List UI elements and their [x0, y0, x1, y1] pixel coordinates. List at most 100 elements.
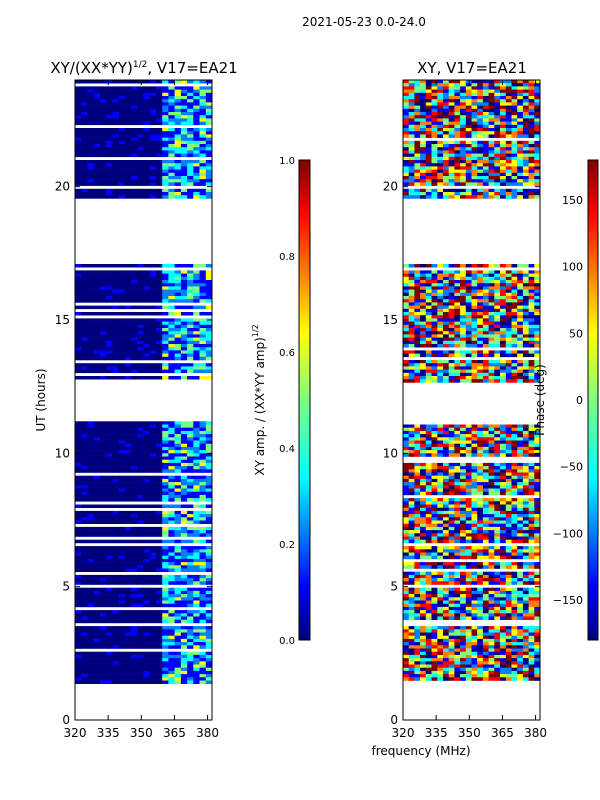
- heatmap-cell: [477, 654, 484, 659]
- heatmap-cell: [118, 169, 126, 174]
- heatmap-cell: [443, 446, 450, 451]
- heatmap-cell: [522, 289, 529, 294]
- heatmap-cell: [174, 491, 182, 496]
- heatmap-cell: [174, 312, 182, 316]
- heatmap-cell: [99, 105, 107, 110]
- heatmap-cell: [460, 517, 467, 521]
- heatmap-cell: [168, 603, 175, 608]
- heatmap-cell: [460, 283, 467, 287]
- heatmap-cell: [137, 514, 144, 518]
- heatmap-cell: [488, 613, 495, 617]
- heatmap-cell: [431, 462, 438, 467]
- heatmap-cell: [500, 597, 507, 601]
- heatmap-cell: [99, 450, 107, 454]
- heatmap-cell: [112, 328, 119, 332]
- heatmap-cell: [187, 440, 194, 444]
- heatmap-cell: [87, 677, 95, 681]
- heatmap-cell: [420, 453, 427, 457]
- heatmap-cell: [124, 264, 132, 268]
- heatmap-cell: [162, 427, 169, 432]
- heatmap-cell: [500, 472, 507, 476]
- heatmap-cell: [143, 613, 151, 617]
- heatmap-cell: [99, 270, 107, 274]
- heatmap-cell: [199, 140, 207, 145]
- heatmap-cell: [187, 546, 194, 550]
- heatmap-cell: [199, 632, 207, 636]
- heatmap-cell: [471, 530, 478, 534]
- heatmap-cell: [131, 86, 138, 90]
- heatmap-cell: [199, 510, 207, 515]
- heatmap-cell: [511, 270, 518, 274]
- heatmap-cell: [87, 453, 95, 457]
- heatmap-cell: [414, 280, 421, 284]
- heatmap-cell: [124, 530, 132, 534]
- heatmap-cell: [187, 504, 194, 508]
- heatmap-cell: [174, 635, 182, 640]
- heatmap-cell: [443, 667, 450, 672]
- heatmap-cell: [162, 482, 169, 486]
- heatmap-cell: [75, 366, 82, 370]
- heatmap-cell: [477, 526, 484, 531]
- heatmap-cell: [112, 574, 119, 579]
- heatmap-cell: [162, 160, 169, 164]
- heatmap-cell: [143, 296, 151, 300]
- heatmap-cell: [193, 195, 200, 199]
- heatmap-cell: [460, 523, 467, 528]
- heatmap-cell: [193, 176, 200, 180]
- heatmap-cell: [149, 121, 157, 126]
- heatmap-cell: [131, 546, 138, 550]
- heatmap-cell: [528, 286, 535, 290]
- heatmap-cell: [81, 549, 88, 553]
- heatmap-cell: [454, 546, 461, 550]
- heatmap-cell: [99, 610, 107, 614]
- heatmap-cell: [199, 568, 207, 572]
- heatmap-cell: [137, 321, 144, 326]
- heatmap-cell: [205, 635, 212, 640]
- heatmap-cell: [437, 533, 444, 537]
- heatmap-cell: [460, 292, 467, 297]
- left-colorbar-ticks: 0.00.20.40.60.81.0: [279, 156, 295, 647]
- heatmap-cell: [81, 318, 88, 322]
- heatmap-cell: [112, 590, 119, 595]
- heatmap-cell: [448, 453, 455, 457]
- heatmap-cell: [465, 488, 472, 492]
- heatmap-cell: [149, 192, 157, 196]
- heatmap-cell: [174, 147, 182, 151]
- heatmap-cell: [477, 539, 484, 544]
- heatmap-cell: [408, 610, 415, 614]
- heatmap-cell: [143, 517, 151, 521]
- heatmap-cell: [431, 667, 438, 672]
- heatmap-cell: [106, 667, 113, 672]
- heatmap-cell: [112, 273, 119, 278]
- heatmap-cell: [112, 626, 119, 630]
- heatmap-cell: [131, 494, 138, 499]
- heatmap-cell: [408, 587, 415, 592]
- heatmap-cell: [403, 302, 410, 306]
- heatmap-cell: [156, 565, 163, 569]
- heatmap-cell: [87, 517, 95, 521]
- heatmap-cell: [199, 450, 207, 454]
- heatmap-cell: [425, 517, 432, 521]
- heatmap-cell: [494, 597, 501, 601]
- heatmap-cell: [477, 472, 484, 476]
- heatmap-cell: [106, 270, 113, 274]
- heatmap-cell: [149, 677, 157, 681]
- heatmap-cell: [494, 674, 501, 678]
- heatmap-cell: [408, 270, 415, 274]
- heatmap-cell: [425, 273, 432, 278]
- heatmap-cell: [517, 597, 524, 601]
- heatmap-cell: [131, 312, 138, 316]
- heatmap-cell: [448, 629, 455, 633]
- heatmap-cell: [162, 562, 169, 566]
- heatmap-cell: [87, 115, 95, 119]
- heatmap-cell: [87, 140, 95, 145]
- heatmap-cell: [477, 283, 484, 287]
- heatmap-cell: [465, 510, 472, 515]
- heatmap-cell: [93, 334, 101, 338]
- heatmap-cell: [124, 86, 132, 90]
- heatmap-cell: [137, 638, 144, 643]
- heatmap-cell: [75, 482, 82, 486]
- heatmap-cell: [454, 590, 461, 595]
- heatmap-cell: [454, 677, 461, 681]
- heatmap-cell: [124, 108, 132, 113]
